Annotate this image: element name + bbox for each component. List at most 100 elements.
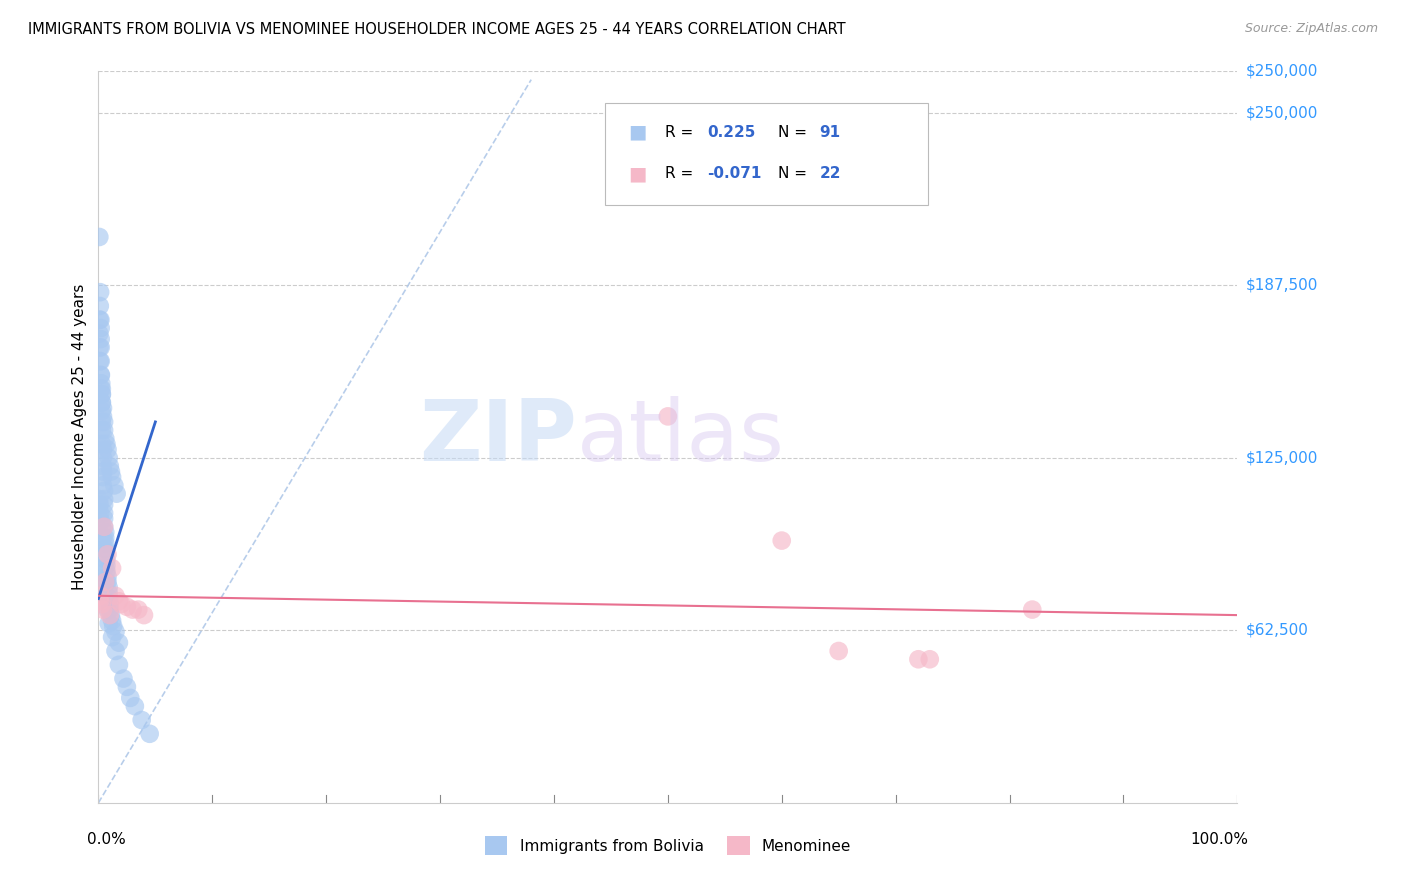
Point bbox=[93, 492, 115, 507]
Point bbox=[90, 387, 112, 401]
Point bbox=[97, 616, 120, 631]
Text: $125,000: $125,000 bbox=[1246, 450, 1317, 466]
Point bbox=[110, 597, 132, 611]
Point bbox=[93, 520, 115, 534]
Point bbox=[90, 520, 112, 534]
Point bbox=[97, 581, 120, 595]
Text: 0.0%: 0.0% bbox=[87, 832, 125, 847]
Point bbox=[96, 437, 118, 451]
Point bbox=[94, 536, 117, 550]
Point bbox=[89, 285, 111, 300]
Point bbox=[96, 553, 118, 567]
Text: $250,000: $250,000 bbox=[1246, 105, 1317, 120]
Point bbox=[90, 437, 112, 451]
Point bbox=[94, 548, 117, 562]
Point bbox=[91, 442, 114, 457]
Point bbox=[89, 340, 111, 354]
Point bbox=[98, 591, 121, 606]
Point bbox=[121, 602, 143, 616]
Point bbox=[108, 636, 131, 650]
Point bbox=[96, 558, 118, 573]
Point bbox=[115, 680, 138, 694]
Text: R =: R = bbox=[665, 167, 699, 181]
Point bbox=[907, 652, 929, 666]
Point bbox=[90, 354, 112, 368]
Point bbox=[93, 423, 115, 437]
Point bbox=[115, 599, 138, 614]
Text: atlas: atlas bbox=[576, 395, 785, 479]
Point bbox=[90, 415, 112, 429]
Text: R =: R = bbox=[665, 125, 699, 139]
Point bbox=[89, 312, 111, 326]
Point bbox=[96, 589, 118, 603]
Point bbox=[104, 624, 127, 639]
Point bbox=[93, 506, 115, 520]
Point bbox=[93, 561, 115, 575]
Point bbox=[90, 376, 112, 391]
Point bbox=[96, 442, 118, 457]
Point bbox=[101, 614, 124, 628]
Point bbox=[90, 340, 112, 354]
Point bbox=[101, 470, 124, 484]
Point bbox=[94, 531, 117, 545]
Point bbox=[103, 478, 125, 492]
Point bbox=[91, 458, 114, 473]
Point bbox=[90, 332, 112, 346]
Point bbox=[96, 574, 118, 589]
Point bbox=[90, 368, 112, 382]
Point bbox=[104, 589, 127, 603]
Point bbox=[96, 569, 118, 583]
Point bbox=[828, 644, 851, 658]
Y-axis label: Householder Income Ages 25 - 44 years: Householder Income Ages 25 - 44 years bbox=[72, 284, 87, 591]
Point bbox=[90, 404, 112, 418]
Point bbox=[101, 630, 124, 644]
Point bbox=[93, 415, 115, 429]
Point bbox=[90, 321, 112, 335]
Point bbox=[94, 541, 117, 556]
Point bbox=[91, 470, 114, 484]
Point bbox=[89, 312, 111, 326]
Text: $250,000: $250,000 bbox=[1246, 64, 1317, 78]
Point bbox=[90, 382, 112, 396]
Point bbox=[90, 395, 112, 409]
Point bbox=[98, 602, 121, 616]
Point bbox=[105, 486, 128, 500]
Point bbox=[89, 326, 111, 341]
Point bbox=[657, 409, 679, 424]
Point bbox=[90, 387, 112, 401]
Point bbox=[97, 450, 120, 465]
Point bbox=[89, 492, 111, 507]
Text: N =: N = bbox=[778, 125, 811, 139]
Point bbox=[132, 608, 155, 623]
Point bbox=[89, 230, 111, 244]
Point bbox=[94, 525, 117, 540]
Point bbox=[91, 401, 114, 416]
Point bbox=[90, 395, 112, 409]
Point bbox=[91, 531, 114, 545]
Text: ■: ■ bbox=[628, 122, 647, 142]
Point bbox=[93, 541, 115, 556]
Point bbox=[100, 465, 122, 479]
Text: 0.225: 0.225 bbox=[707, 125, 755, 139]
Point bbox=[91, 478, 114, 492]
Point bbox=[112, 672, 135, 686]
Point bbox=[91, 465, 114, 479]
Point bbox=[93, 511, 115, 525]
Point bbox=[131, 713, 153, 727]
Point bbox=[101, 561, 124, 575]
Point bbox=[124, 699, 146, 714]
Point bbox=[96, 564, 118, 578]
Text: ZIP: ZIP bbox=[419, 395, 576, 479]
Point bbox=[918, 652, 941, 666]
Point bbox=[770, 533, 793, 548]
Text: IMMIGRANTS FROM BOLIVIA VS MENOMINEE HOUSEHOLDER INCOME AGES 25 - 44 YEARS CORRE: IMMIGRANTS FROM BOLIVIA VS MENOMINEE HOU… bbox=[28, 22, 846, 37]
Point bbox=[90, 597, 112, 611]
Point bbox=[91, 450, 114, 465]
Text: 22: 22 bbox=[820, 167, 841, 181]
Legend: Immigrants from Bolivia, Menominee: Immigrants from Bolivia, Menominee bbox=[478, 830, 858, 861]
Point bbox=[90, 382, 112, 396]
Point bbox=[108, 657, 131, 672]
Point bbox=[94, 432, 117, 446]
Text: Source: ZipAtlas.com: Source: ZipAtlas.com bbox=[1244, 22, 1378, 36]
Point bbox=[98, 597, 121, 611]
